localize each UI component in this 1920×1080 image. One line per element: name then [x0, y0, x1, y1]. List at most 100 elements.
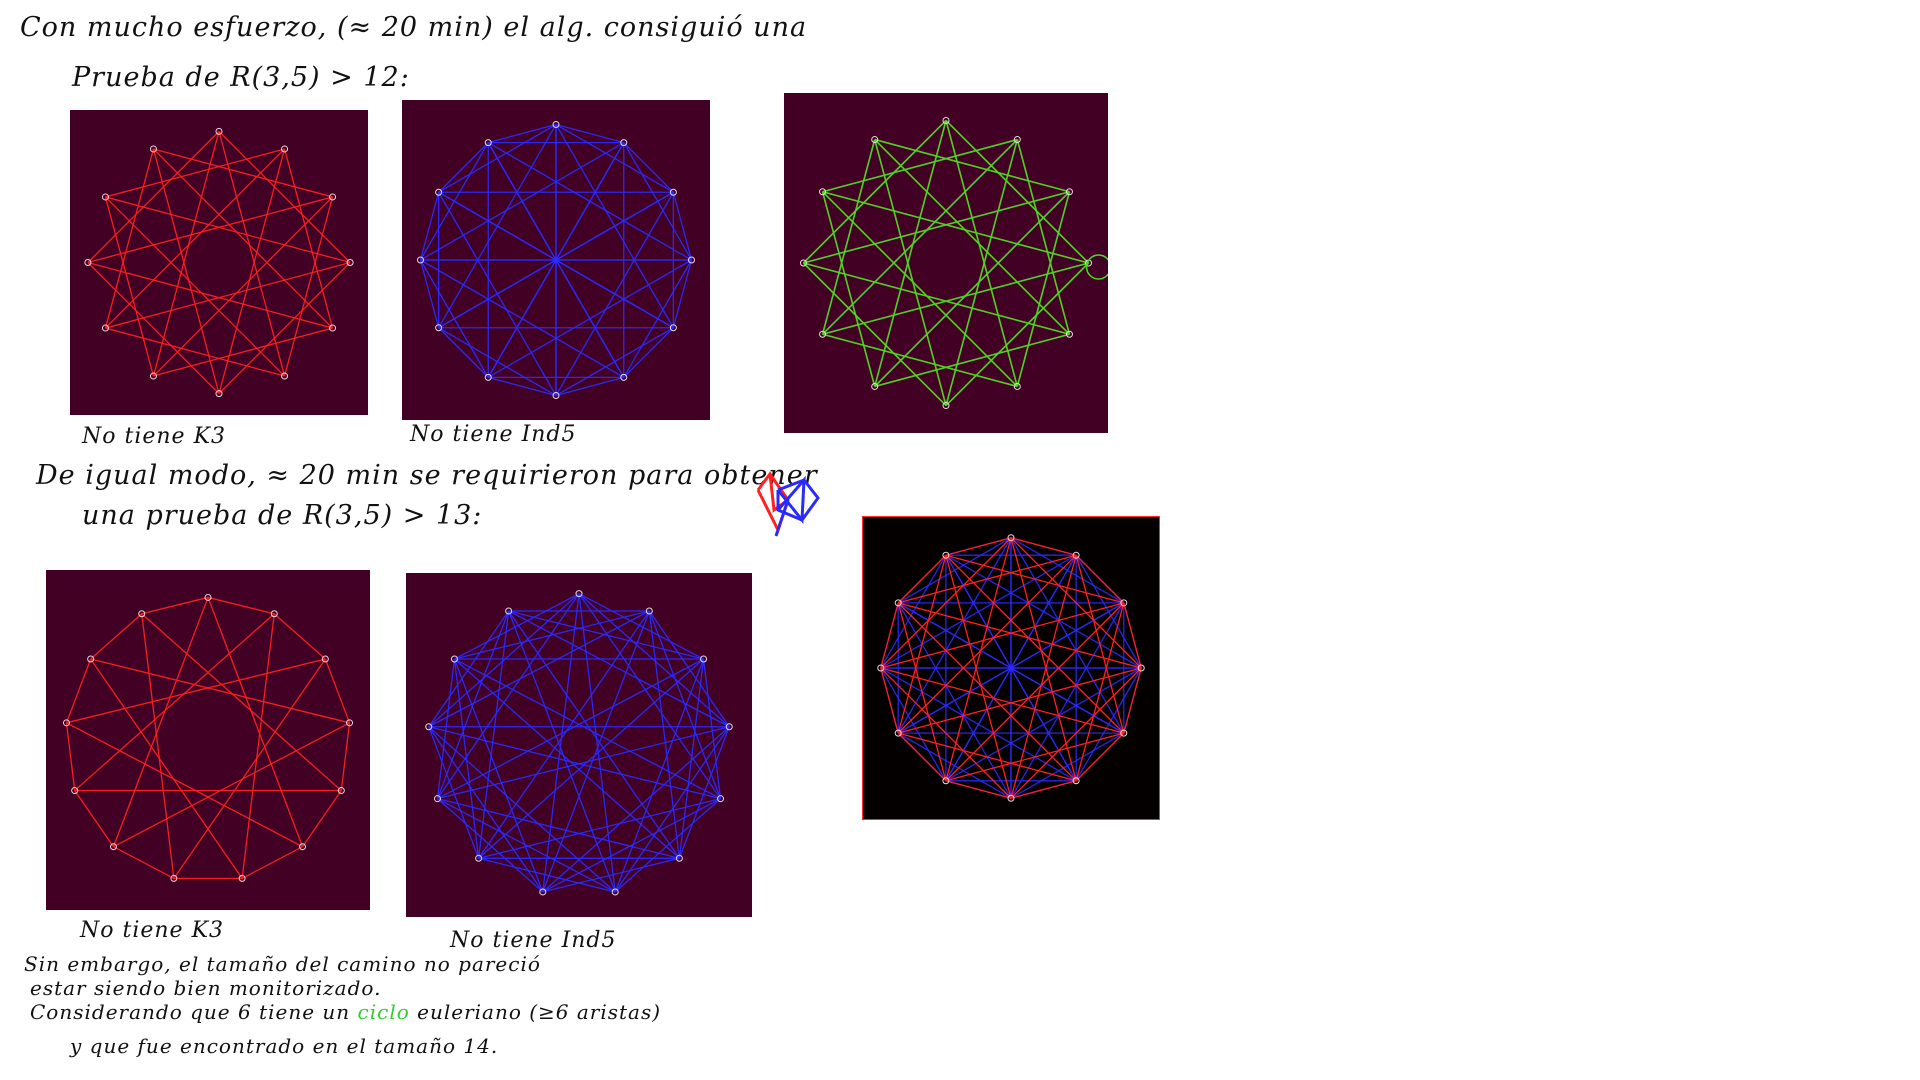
- graph-panel-5: [406, 573, 752, 917]
- graph-edge: [1123, 602, 1142, 669]
- graph-vertex: [620, 139, 628, 147]
- graph-edge: [105, 196, 351, 264]
- graph-edge: [478, 798, 721, 859]
- graph-edge: [678, 726, 730, 859]
- graph-vertex: [1072, 551, 1080, 559]
- graph-edge: [874, 138, 1070, 193]
- graph-vertex: [416, 256, 424, 264]
- graph-vertex: [1007, 794, 1015, 802]
- caption-graph-4: No tiene K3: [80, 918, 224, 943]
- graph-edge: [508, 610, 704, 660]
- graph-edge: [1016, 139, 1071, 335]
- note-line-4: una prueba de R(3,5) > 13:: [82, 500, 483, 531]
- graph-vertex: [215, 127, 223, 135]
- graph-vertex: [877, 664, 885, 672]
- graph-vertex: [669, 188, 677, 196]
- graph-edge: [428, 610, 510, 728]
- graph-vertex: [894, 729, 902, 737]
- graph-edge: [555, 123, 624, 144]
- graph-edge: [453, 658, 480, 859]
- graph-edge: [945, 537, 1012, 556]
- graph-edge: [880, 602, 899, 669]
- graph-edge: [488, 376, 557, 397]
- graph-edge: [542, 726, 730, 893]
- graph-edge: [1075, 554, 1125, 604]
- graph-edge: [880, 667, 1012, 799]
- graph-vertex: [138, 610, 146, 618]
- graph-edge: [822, 333, 1018, 388]
- graph-canvas-6: [877, 534, 1145, 802]
- graph-edge: [74, 613, 275, 792]
- graph-edge: [438, 327, 489, 378]
- graph-edge: [87, 261, 333, 329]
- graph-edge: [419, 192, 440, 261]
- graph-edge: [508, 610, 680, 859]
- graph-edge: [273, 613, 326, 660]
- graph-vertex: [346, 259, 354, 266]
- graph-edge: [614, 798, 721, 893]
- graph-edge: [821, 139, 876, 335]
- graph-vertex: [84, 259, 92, 266]
- graph-edge: [678, 658, 705, 859]
- graph-vertex: [894, 599, 902, 607]
- graph-vertex: [725, 723, 733, 731]
- graph-edge: [436, 593, 580, 800]
- graph-edge: [542, 857, 680, 893]
- graph-vertex: [942, 777, 950, 785]
- graph-vertex: [669, 324, 677, 332]
- graph-vertex: [346, 719, 354, 727]
- graph-edge: [945, 554, 1125, 734]
- graph-canvas-5: [425, 590, 733, 896]
- graph-edge: [945, 537, 1012, 781]
- graph-vertex: [101, 193, 109, 201]
- graph-edge: [1123, 667, 1142, 734]
- graph-vertex: [149, 372, 157, 380]
- graph-vertex: [435, 324, 443, 332]
- graph-edge: [1075, 732, 1125, 782]
- graph-edge: [874, 333, 1070, 388]
- graph-vertex: [1065, 188, 1073, 196]
- graph-edge: [821, 138, 1018, 335]
- graph-edge: [945, 262, 1090, 407]
- graph-edge: [945, 780, 1012, 799]
- graph-vertex: [505, 607, 513, 615]
- graph-edge: [542, 610, 650, 893]
- graph-panel-4: [46, 570, 370, 910]
- graph-edge: [301, 790, 342, 848]
- graph-edge: [112, 597, 209, 847]
- graph-vertex: [942, 551, 950, 559]
- note-line-8: y que fue encontrado en el tamaño 14.: [70, 1034, 499, 1058]
- graph-edge: [207, 596, 275, 615]
- graph-edge: [437, 798, 544, 893]
- graph-edge: [623, 142, 674, 193]
- graph-edge: [218, 148, 286, 394]
- graph-edge: [555, 376, 624, 397]
- graph-edge: [173, 658, 326, 879]
- graph-edge: [104, 196, 286, 377]
- graph-vertex: [942, 402, 950, 410]
- graph-edge: [87, 130, 220, 263]
- graph-canvas-3: [799, 116, 1108, 410]
- note-line-7-start: Considerando que 6 tiene un: [30, 1000, 351, 1024]
- caption-graph-2: No tiene Ind5: [410, 422, 577, 447]
- graph-vertex: [281, 145, 289, 153]
- graph-edge: [454, 593, 580, 660]
- graph-edge: [241, 613, 275, 879]
- graph-edge: [672, 192, 693, 261]
- note-line-7-end: euleriano (≥6 aristas): [417, 1000, 662, 1024]
- graph-vertex: [717, 795, 725, 803]
- graph-edge: [898, 667, 1142, 734]
- graph-edge: [66, 722, 303, 848]
- graph-edge: [478, 610, 650, 859]
- graph-vertex: [238, 874, 246, 882]
- graph-vertex: [450, 655, 458, 663]
- graph-vertex: [675, 854, 683, 862]
- graph-edge: [283, 196, 334, 377]
- graph-edge: [436, 658, 456, 799]
- graph-edge: [153, 327, 333, 377]
- graph-edge: [436, 610, 510, 799]
- graph-edge: [428, 593, 580, 728]
- graph-vertex: [433, 795, 441, 803]
- graph-vertex: [270, 610, 278, 618]
- graph-edge: [66, 658, 326, 724]
